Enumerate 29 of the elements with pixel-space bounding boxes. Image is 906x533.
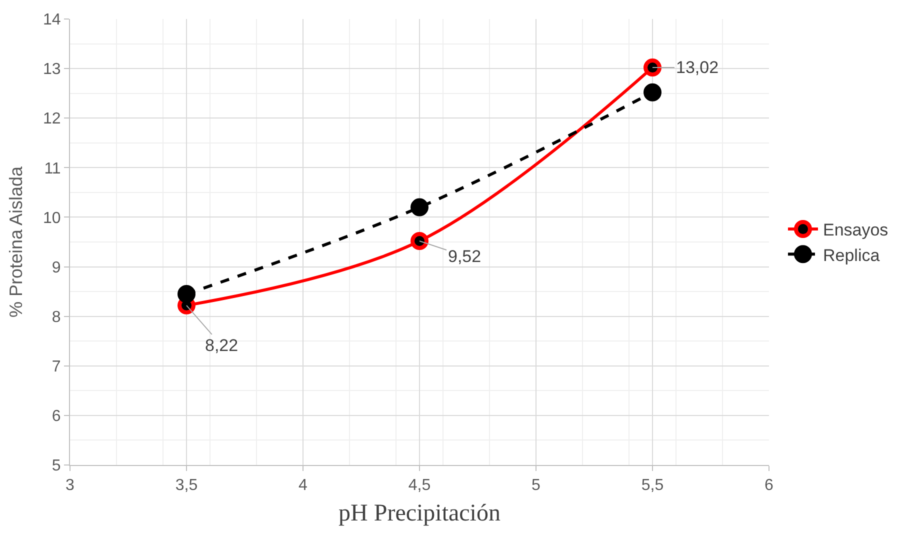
x-tick-label: 5,5 (641, 477, 664, 494)
y-tick-label: 9 (52, 259, 61, 276)
point (410, 198, 428, 216)
y-tick-label: 11 (44, 160, 61, 178)
x-tick-label: 5 (532, 477, 541, 494)
x-tick-label: 4 (298, 477, 308, 494)
data-label: 9,52 (448, 247, 482, 266)
y-axis-title: % Proteina Aislada (6, 165, 26, 318)
y-tick-label: 13 (43, 61, 61, 78)
point (644, 83, 662, 102)
legend-label: Replica (822, 246, 880, 265)
y-tick-label: 10 (43, 210, 61, 227)
y-tick-label: 14 (43, 12, 61, 29)
x-tick-label: 3 (66, 477, 75, 494)
y-tick-label: 8 (52, 308, 61, 326)
x-tick-label: 4,5 (408, 477, 431, 494)
point (644, 58, 662, 77)
y-tick-label: 5 (52, 458, 61, 475)
legend-label: Ensayos (822, 220, 888, 240)
y-tick-label: 12 (43, 110, 61, 128)
point (410, 232, 428, 250)
y-tick-label: 6 (52, 408, 61, 426)
point (178, 285, 196, 304)
data-label: 8,22 (205, 336, 238, 355)
x-tick-label: 3,5 (175, 477, 198, 494)
y-tick-label: 7 (52, 358, 61, 376)
data-label: 13,02 (676, 58, 719, 77)
x-tick-label: 6 (764, 477, 774, 494)
x-axis-title: pH Precipitación (338, 500, 500, 526)
